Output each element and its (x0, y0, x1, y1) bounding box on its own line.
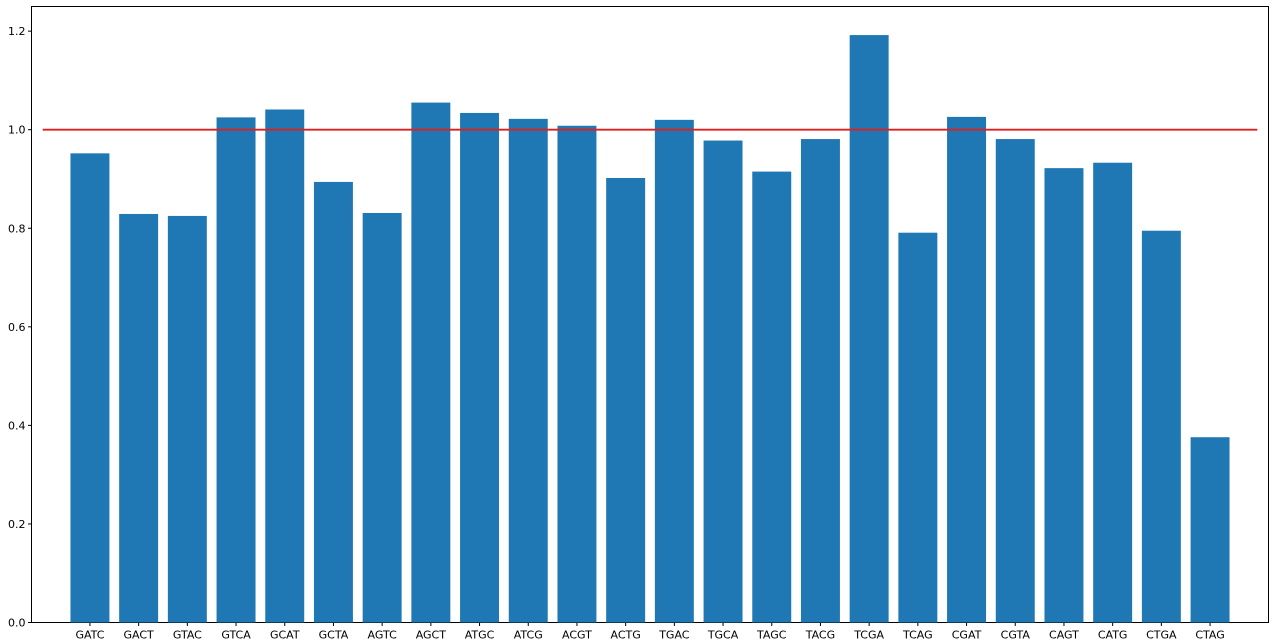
x-tick-label: GTAC (173, 629, 202, 642)
bar-tcga (849, 35, 889, 623)
x-tick-label: ACGT (562, 629, 592, 642)
x-tick-label: AGCT (416, 629, 447, 642)
bar-tgca (703, 140, 743, 623)
plot-area-frame (31, 6, 1269, 623)
x-tick-label: GACT (124, 629, 155, 642)
bar-gtac (167, 215, 207, 623)
bar-ctag (1190, 437, 1230, 623)
x-tick-label: TACG (805, 629, 835, 642)
bar-acgt (557, 125, 597, 623)
x-tick-label: CATG (1098, 629, 1128, 642)
x-tick-label: GCAT (270, 629, 300, 642)
x-tick-label: TCGA (853, 629, 884, 642)
x-tick-label: CAGT (1049, 629, 1079, 642)
x-tick-label: ATCG (514, 629, 543, 642)
bar-cgta (995, 139, 1035, 623)
bar-gcat (265, 109, 305, 623)
bar-catg (1093, 162, 1133, 623)
bar-tacg (800, 139, 840, 623)
bar-gcta (313, 181, 353, 623)
x-tick-label: CTAG (1195, 629, 1224, 642)
y-tick-label: 0.0 (8, 617, 26, 630)
x-tick-label: AGTC (368, 629, 398, 642)
bar-gact (119, 213, 159, 623)
x-tick-label: TCAG (902, 629, 933, 642)
bar-tcag (898, 232, 938, 623)
bars-layer (70, 35, 1230, 623)
bar-actg (606, 177, 646, 623)
bar-agct (411, 102, 451, 623)
bar-gtca (216, 117, 256, 623)
bar-tagc (752, 171, 792, 623)
x-tick-label: CGTA (1001, 629, 1031, 642)
bar-tgac (654, 119, 694, 623)
y-tick-label: 1.0 (8, 124, 26, 137)
x-tick-label: CGAT (952, 629, 982, 642)
bar-cagt (1044, 168, 1084, 623)
bar-gatc (70, 153, 110, 623)
bar-ctga (1141, 230, 1181, 623)
y-tick-label: 0.2 (8, 518, 26, 531)
x-tick-label: CTGA (1146, 629, 1177, 642)
x-tick-label: GCTA (319, 629, 349, 642)
x-tick-label: ACTG (611, 629, 641, 642)
x-tick-label: ATGC (465, 629, 495, 642)
x-axis: GATC GACT GTAC GTCA GCAT GCTA AGTC AGCT ATGC ATCG… (75, 622, 1225, 642)
x-tick-label: TAGC (756, 629, 787, 642)
bar-atgc (460, 112, 500, 623)
x-tick-label: TGCA (707, 629, 739, 642)
x-tick-label: TGAC (658, 629, 690, 642)
bar-atcg (508, 118, 548, 623)
y-axis: 0.0 0.2 0.4 0.6 0.8 1.0 1.2 (8, 25, 32, 630)
bar-agtc (362, 212, 402, 623)
y-tick-label: 1.2 (8, 25, 26, 38)
x-tick-label: GATC (75, 629, 104, 642)
y-tick-label: 0.4 (8, 419, 26, 432)
x-tick-label: GTCA (221, 629, 251, 642)
y-tick-label: 0.6 (8, 321, 26, 334)
bar-cgat (947, 116, 987, 623)
y-tick-label: 0.8 (8, 222, 26, 235)
